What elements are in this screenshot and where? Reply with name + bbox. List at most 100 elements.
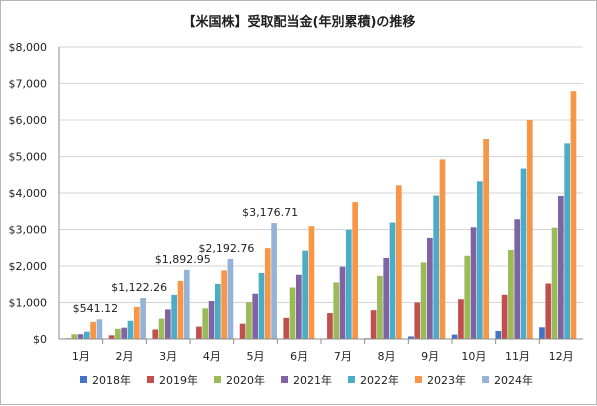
y-tick-label: $8,000: [9, 41, 48, 54]
bar: [520, 168, 527, 339]
bar: [451, 334, 458, 339]
y-tick-label: $4,000: [9, 187, 48, 200]
y-tick-label: $1,000: [9, 297, 48, 310]
bar: [171, 294, 178, 339]
y-axis-ticks: $0 $1,000 $2,000 $3,000 $4,000 $5,000 $6,000 $7…: [9, 41, 48, 346]
x-tick-label: 1月: [72, 350, 90, 363]
bar: [90, 321, 96, 339]
data-label: $1,892.95: [155, 253, 211, 266]
bar: [302, 250, 309, 339]
legend-swatch: [482, 376, 489, 383]
bar: [227, 258, 234, 339]
bar: [483, 138, 489, 339]
legend-label: 2020年: [226, 373, 265, 387]
bar: [514, 219, 521, 339]
bar: [395, 185, 402, 339]
x-tick-label: 9月: [421, 350, 439, 363]
bar: [177, 280, 184, 339]
legend-swatch: [281, 376, 288, 383]
x-tick-label: 3月: [159, 350, 177, 363]
bar: [221, 270, 227, 339]
bar: [439, 159, 446, 339]
bar: [196, 326, 202, 339]
x-tick-label: 6月: [290, 350, 308, 363]
x-axis-ticks: 1月 2月 3月 4月 5月 6月 7月 8月 9月 10月 11月 12月: [72, 339, 574, 363]
legend-label: 2024年: [494, 373, 533, 387]
bar: [501, 294, 508, 339]
x-tick-label: 10月: [461, 350, 486, 363]
y-tick-label: $3,000: [9, 224, 48, 237]
x-tick-label: 4月: [203, 350, 221, 363]
bar: [427, 237, 433, 339]
bar: [308, 226, 315, 339]
bar: [370, 310, 377, 339]
bar: [470, 227, 477, 339]
bar: [551, 227, 558, 339]
x-tick-label: 5月: [247, 350, 265, 363]
legend-swatch: [415, 376, 422, 383]
bar: [564, 143, 571, 339]
bar: [127, 320, 134, 339]
bar: [152, 329, 159, 339]
bar: [71, 334, 78, 339]
bar: [545, 283, 552, 339]
bar: [96, 319, 103, 339]
bar: [133, 306, 140, 339]
bar: [283, 317, 290, 339]
bar: [165, 309, 171, 339]
bar: [495, 330, 502, 339]
x-tick-label: 12月: [549, 350, 574, 363]
bar: [202, 308, 209, 339]
bar: [208, 301, 215, 339]
data-label: $541.12: [73, 302, 119, 315]
bar: [339, 266, 346, 339]
bar: [108, 335, 115, 339]
x-tick-label: 11月: [505, 350, 530, 363]
y-tick-label: $2,000: [9, 260, 48, 273]
bar: [408, 336, 414, 339]
bar: [183, 269, 190, 339]
bar: [121, 327, 128, 339]
y-tick-label: $6,000: [9, 114, 48, 127]
bar: [264, 248, 271, 339]
x-tick-label: 7月: [334, 350, 352, 363]
bar: [508, 249, 514, 339]
bar: [352, 202, 358, 339]
legend-label: 2022年: [360, 373, 399, 387]
bar: [570, 91, 577, 339]
legend-swatch: [80, 376, 87, 383]
bars: [65, 91, 577, 339]
data-labels: $541.12 $1,122.26 $1,892.95$2,192.76 $3,176…: [73, 206, 298, 315]
bar: [539, 327, 545, 339]
bar: [258, 272, 265, 339]
bar: [327, 313, 333, 339]
legend-label: 2019年: [159, 373, 198, 387]
y-tick-label: $5,000: [9, 151, 48, 164]
legend-label: 2023年: [427, 373, 466, 387]
bar: [140, 298, 146, 339]
bar: [333, 282, 340, 339]
bar: [289, 287, 296, 339]
bar: [246, 302, 252, 339]
bar: [383, 257, 390, 339]
legend: 2018年 2019年 2020年 2021年 2022年 2023年 2024年: [80, 373, 533, 387]
x-tick-label: 2月: [116, 350, 134, 363]
y-tick-label: $7,000: [9, 78, 48, 91]
bar: [345, 229, 352, 339]
bar: [433, 195, 440, 339]
bar: [252, 293, 259, 339]
legend-label: 2021年: [293, 373, 332, 387]
bar: [83, 331, 90, 339]
data-label: $2,192.76: [198, 242, 254, 255]
data-label: $1,122.26: [111, 281, 167, 294]
bar: [389, 222, 396, 339]
bar: [558, 195, 564, 339]
bar: [296, 274, 302, 339]
bar: [115, 328, 121, 339]
legend-swatch: [147, 376, 154, 383]
bar: [420, 262, 427, 339]
bar: [271, 223, 277, 339]
bar: [77, 334, 84, 339]
